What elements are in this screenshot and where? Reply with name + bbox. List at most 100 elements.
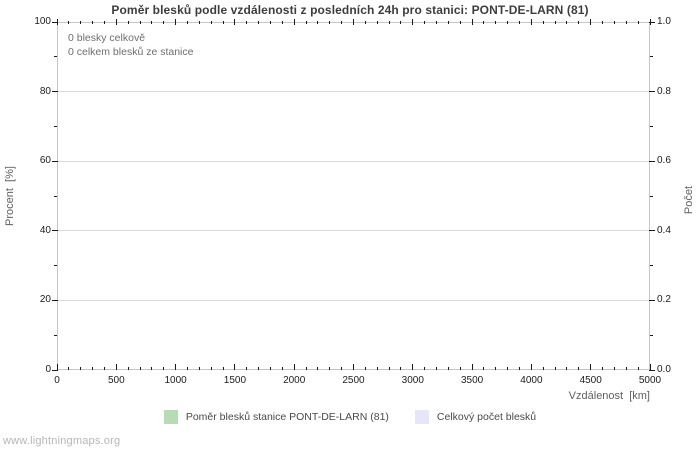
chart-title: Poměr blesků podle vzdálenosti z posledn… xyxy=(111,3,589,17)
x2-axis-minor-tick xyxy=(554,21,556,24)
x2-axis-minor-tick xyxy=(602,21,604,24)
x-axis-minor-tick xyxy=(246,367,248,370)
x-axis-minor-tick xyxy=(602,367,604,370)
x2-axis-major-tick xyxy=(412,19,414,25)
x-axis-major-tick xyxy=(56,364,58,370)
x2-axis-minor-tick xyxy=(625,21,627,24)
x2-axis-minor-tick xyxy=(566,21,568,24)
y-axis-title-right: Počet xyxy=(683,185,695,215)
gridline xyxy=(57,299,650,301)
x-axis-minor-tick xyxy=(198,367,200,370)
x2-axis-minor-tick xyxy=(258,21,260,24)
x-axis-minor-tick xyxy=(495,367,497,370)
x-axis-minor-tick xyxy=(376,367,378,370)
legend-item: Celkový počet blesků xyxy=(414,410,537,424)
y2-axis-minor-tick xyxy=(650,334,653,336)
x-axis-major-tick xyxy=(293,364,295,370)
y-axis-major-tick xyxy=(52,299,58,301)
x-axis-major-tick xyxy=(530,364,532,370)
x-axis-tick-label: 4500 xyxy=(579,375,602,386)
x2-axis-minor-tick xyxy=(400,21,402,24)
x-axis-major-tick xyxy=(115,364,117,370)
y-axis-title-left: Procent [%] xyxy=(4,166,16,226)
x2-axis-major-tick xyxy=(530,19,532,25)
x-axis-minor-tick xyxy=(210,367,212,370)
x2-axis-major-tick xyxy=(293,19,295,25)
x-axis-minor-tick xyxy=(364,367,366,370)
x2-axis-major-tick xyxy=(234,19,236,25)
x-axis-minor-tick xyxy=(329,367,331,370)
x-axis-minor-tick xyxy=(566,367,568,370)
x2-axis-minor-tick xyxy=(68,21,70,24)
y-axis-tick-label: 100 xyxy=(34,16,51,27)
x2-axis-minor-tick xyxy=(305,21,307,24)
zero-strikes-annotation: 0 blesky celkově 0 celkem blesků ze stan… xyxy=(68,32,193,59)
x-axis-minor-tick xyxy=(127,367,129,370)
y-axis-tick-label: 80 xyxy=(39,85,51,97)
x2-axis-minor-tick xyxy=(246,21,248,24)
x2-axis-major-tick xyxy=(115,19,117,25)
x-axis-minor-tick xyxy=(341,367,343,370)
x2-axis-minor-tick xyxy=(80,21,82,24)
y-axis-tick-label: 60 xyxy=(39,155,51,167)
x-axis-minor-tick xyxy=(447,367,449,370)
y2-axis-tick-label: 0.6 xyxy=(657,155,671,167)
x2-axis-minor-tick xyxy=(210,21,212,24)
x-axis-tick-label: 3000 xyxy=(401,375,424,386)
chart-legend: Poměr blesků stanice PONT-DE-LARN (81) Ce… xyxy=(0,409,700,425)
x-axis-major-tick xyxy=(353,364,354,370)
x-axis-title: Vzdálenost [km] xyxy=(568,390,650,402)
x-axis-minor-tick xyxy=(507,367,509,370)
x-axis-tick-label: 500 xyxy=(107,375,125,386)
legend-label: Celkový počet blesků xyxy=(436,411,537,423)
legend-swatch-icon xyxy=(414,410,429,424)
x2-axis-minor-tick xyxy=(281,21,283,24)
x2-axis-minor-tick xyxy=(424,21,426,24)
gridline xyxy=(57,160,650,162)
x2-axis-minor-tick xyxy=(447,21,449,24)
y2-axis-minor-tick xyxy=(650,195,653,197)
y2-axis-tick-label: 0.4 xyxy=(657,224,671,236)
x-axis-minor-tick xyxy=(269,367,271,370)
annotation-line-station: 0 celkem blesků ze stanice xyxy=(68,45,194,58)
annotation-line-total: 0 blesky celkově xyxy=(68,32,146,44)
x2-axis-major-tick xyxy=(56,19,58,25)
watermark: www.lightningmaps.org xyxy=(3,435,121,447)
x2-axis-major-tick xyxy=(649,19,651,25)
y2-axis-major-tick xyxy=(649,21,655,23)
x2-axis-minor-tick xyxy=(186,21,188,24)
x-axis-minor-tick xyxy=(554,367,556,370)
x-axis-tick-label: 3500 xyxy=(460,375,484,386)
x2-axis-minor-tick xyxy=(151,21,153,24)
x-axis-tick-label: 1500 xyxy=(223,375,247,386)
x-axis-minor-tick xyxy=(139,367,141,370)
y2-axis-minor-tick xyxy=(650,56,653,58)
y-axis-tick-label: 40 xyxy=(39,224,51,236)
y-axis-minor-tick xyxy=(54,125,57,127)
y-axis-minor-tick xyxy=(54,265,57,267)
y-axis-minor-tick xyxy=(54,195,57,197)
x2-axis-minor-tick xyxy=(637,21,639,24)
x2-axis-minor-tick xyxy=(376,21,378,24)
x2-axis-minor-tick xyxy=(127,21,129,24)
y2-axis-tick-label: 0.8 xyxy=(657,85,671,97)
plot-frame xyxy=(57,22,650,370)
x-axis-minor-tick xyxy=(68,367,70,370)
x-axis-minor-tick xyxy=(388,367,390,370)
x2-axis-minor-tick xyxy=(578,21,580,24)
x-axis-minor-tick xyxy=(103,367,105,370)
x-axis-major-tick xyxy=(412,364,414,370)
x-axis-minor-tick xyxy=(92,367,94,370)
legend-label: Poměr blesků stanice PONT-DE-LARN (81) xyxy=(185,411,389,423)
legend-item: Poměr blesků stanice PONT-DE-LARN (81) xyxy=(163,410,389,424)
x2-axis-major-tick xyxy=(471,19,473,25)
x-axis-minor-tick xyxy=(305,367,307,370)
x-axis-major-tick xyxy=(471,364,473,370)
x-axis-tick-label: 5000 xyxy=(638,375,662,386)
x2-axis-minor-tick xyxy=(483,21,485,24)
y-axis-minor-tick xyxy=(54,334,57,336)
y-axis-major-tick xyxy=(52,91,58,93)
x2-axis-minor-tick xyxy=(436,21,438,24)
x2-axis-minor-tick xyxy=(269,21,271,24)
x-axis-minor-tick xyxy=(424,367,426,370)
